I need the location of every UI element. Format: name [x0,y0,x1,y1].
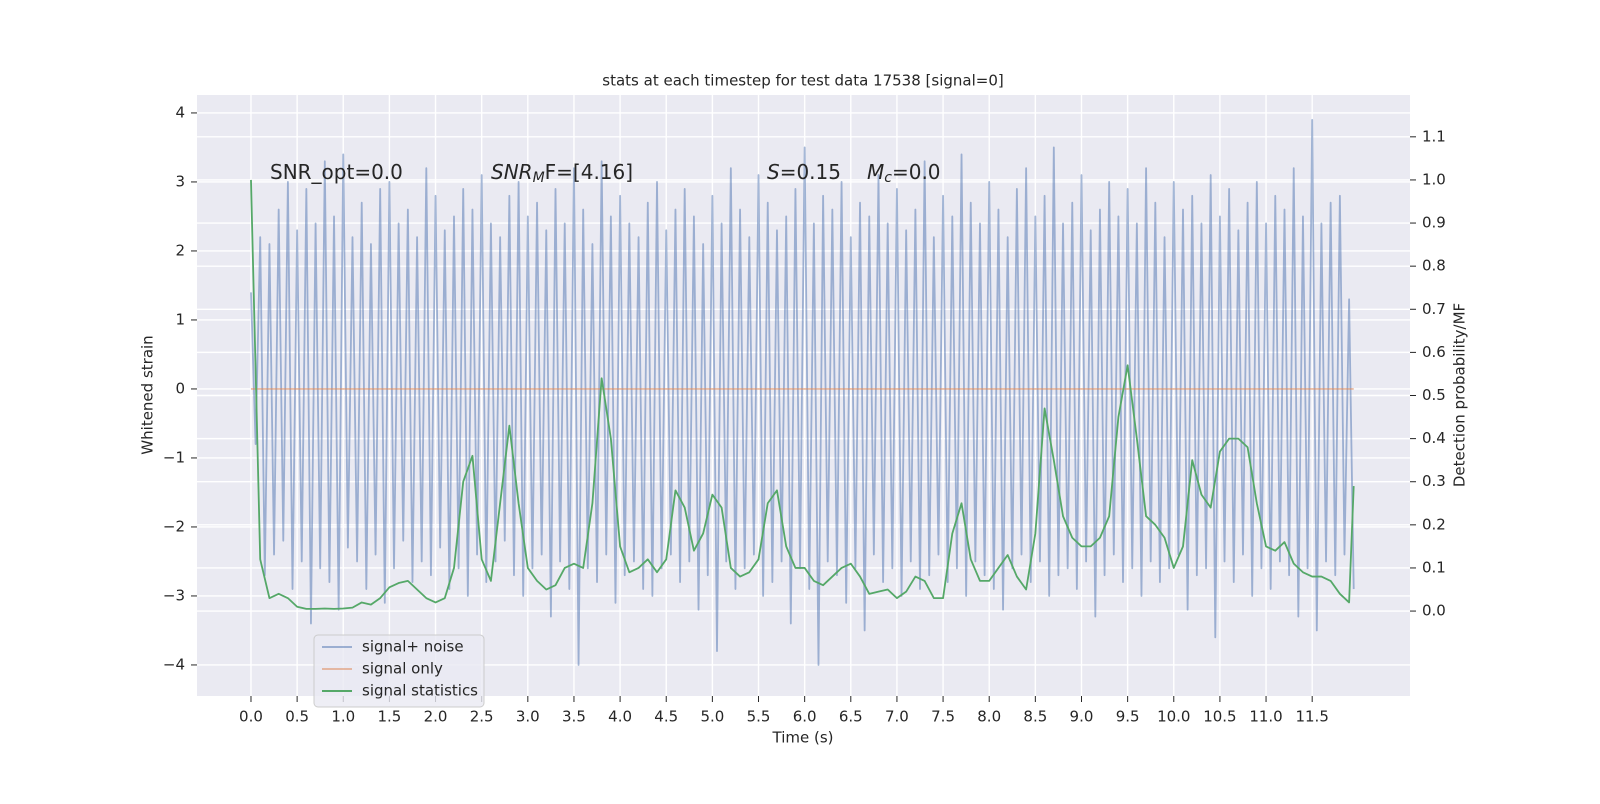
y2-tick-label: 0.7 [1422,300,1446,318]
y2-tick-label: 0.6 [1422,343,1446,361]
series-line [250,179,1355,610]
y-tick-label: 3 [175,172,185,190]
annotation: S=0.15 Mc=0.0 [767,160,941,187]
x-tick-label: 10.0 [1157,708,1190,726]
y2-tick-label: 0.8 [1422,257,1446,275]
annotation-part: =0.0 [892,160,941,184]
y2-tick-label: 0.0 [1422,602,1446,620]
x-tick-label: 2.5 [470,708,494,726]
x-tick-label: 1.0 [331,708,355,726]
chart-title: stats at each timestep for test data 175… [602,72,1003,90]
y-tick-label: −1 [163,448,185,466]
y-tick-label: 1 [175,310,185,328]
x-axis-label: Time (s) [772,729,834,747]
x-tick-label: 6.5 [839,708,863,726]
y-tick-label: 0 [175,379,185,397]
x-tick-label: 5.0 [700,708,724,726]
y-tick-label: 4 [175,103,185,121]
x-tick-label: 4.0 [608,708,632,726]
y-tick-label: −4 [163,655,185,673]
x-tick-label: 7.0 [885,708,909,726]
y2-tick-label: 0.9 [1422,214,1446,232]
x-tick-label: 2.0 [424,708,448,726]
annotation-part: c [884,170,892,186]
x-tick-label: 9.5 [1116,708,1140,726]
x-tick-label: 6.0 [793,708,817,726]
legend-label: signal only [362,660,443,678]
x-tick-label: 10.5 [1203,708,1236,726]
annotation-part: S [767,160,780,184]
legend-label: signal statistics [362,682,478,700]
y-axis-label: Whitened strain [139,335,157,454]
x-tick-label: 0.0 [239,708,263,726]
annotation-part: M [533,170,545,186]
annotation: SNR_opt=0.0 [270,160,403,184]
annotation-part: =0.15 [780,160,841,184]
annotation-part: SNR_opt=0.0 [270,160,403,184]
y2-tick-label: 0.3 [1422,472,1446,490]
y2-tick-label: 1.1 [1422,127,1446,145]
y-tick-label: −2 [163,517,185,535]
y2-tick-label: 0.5 [1422,386,1446,404]
x-tick-label: 9.0 [1070,708,1094,726]
x-tick-label: 1.5 [377,708,401,726]
x-tick-label: 4.5 [654,708,678,726]
annotation-part: F=[4.16] [545,160,633,184]
y2-tick-label: 0.4 [1422,429,1446,447]
x-tick-label: 5.5 [747,708,771,726]
annotation: SNRMF=[4.16] [491,160,633,187]
x-tick-label: 3.0 [516,708,540,726]
x-tick-label: 11.5 [1295,708,1328,726]
x-tick-label: 8.0 [977,708,1001,726]
series-line [250,118,1355,666]
legend-box [313,634,485,708]
x-tick-label: 11.0 [1249,708,1282,726]
y2-axis-label: Detection probability/MF [1451,303,1469,487]
annotation-part: M [867,160,884,184]
y2-tick-label: 0.1 [1422,558,1446,576]
x-tick-label: 3.5 [562,708,586,726]
y-tick-label: 2 [175,241,185,259]
y2-tick-label: 1.0 [1422,170,1446,188]
annotation-part: SNR [491,160,533,184]
x-tick-label: 0.5 [285,708,309,726]
y-tick-label: −3 [163,586,185,604]
x-tick-label: 8.5 [1023,708,1047,726]
y2-tick-label: 0.2 [1422,515,1446,533]
x-tick-label: 7.5 [931,708,955,726]
legend-label: signal+ noise [362,638,464,656]
